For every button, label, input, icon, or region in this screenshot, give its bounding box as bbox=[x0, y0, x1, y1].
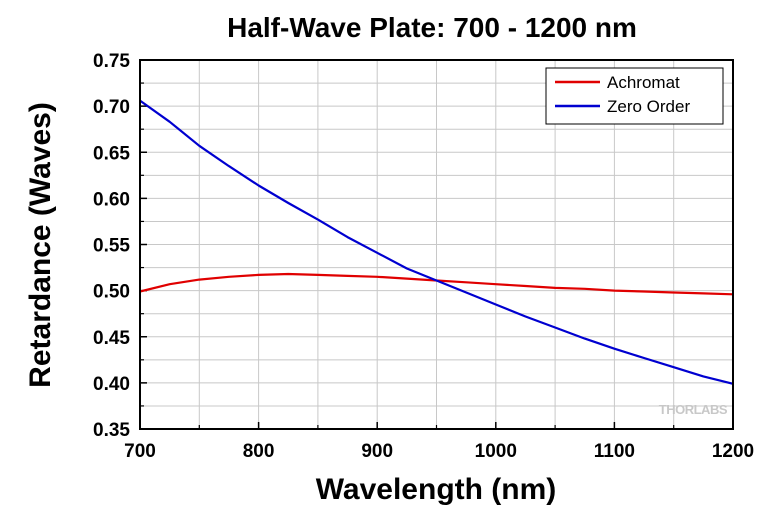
legend-box bbox=[545, 67, 724, 125]
y-axis-label: Retardance (Waves) bbox=[24, 102, 57, 388]
x-tick-label: 1200 bbox=[712, 441, 754, 462]
series-line-zero-order bbox=[139, 99, 734, 385]
y-tick-label: 0.60 bbox=[93, 189, 130, 210]
y-tick-label: 0.50 bbox=[93, 282, 130, 303]
x-tick-label: 800 bbox=[243, 441, 275, 462]
y-tick-labels: 0.35 0.40 0.45 0.50 0.55 0.60 0.65 0.70 0.75 bbox=[93, 51, 130, 441]
x-tick-label: 1000 bbox=[475, 441, 517, 462]
series-lines bbox=[139, 99, 734, 385]
x-axis-label: Wavelength (nm) bbox=[316, 473, 557, 506]
y-tick-label: 0.45 bbox=[93, 328, 130, 349]
x-tick-label: 700 bbox=[124, 441, 156, 462]
legend-label-achromat: Achromat bbox=[607, 73, 680, 92]
x-tick-labels: 700 800 900 1000 1100 1200 bbox=[124, 441, 754, 462]
y-tick-label: 0.70 bbox=[93, 97, 130, 118]
legend-label-zero-order: Zero Order bbox=[607, 97, 690, 116]
chart-title: Half-Wave Plate: 700 - 1200 nm bbox=[227, 12, 637, 43]
y-tick-label: 0.65 bbox=[93, 143, 130, 164]
y-tick-label: 0.75 bbox=[93, 51, 130, 72]
y-tick-label: 0.40 bbox=[93, 374, 130, 395]
y-tick-label: 0.35 bbox=[93, 420, 130, 441]
x-tick-label: 900 bbox=[361, 441, 393, 462]
thorlabs-watermark: THORLABS bbox=[659, 402, 728, 417]
x-tick-label: 1100 bbox=[594, 441, 635, 462]
y-tick-label: 0.55 bbox=[93, 236, 130, 257]
legend: Achromat Zero Order bbox=[545, 67, 724, 125]
plot-frame bbox=[139, 59, 734, 430]
